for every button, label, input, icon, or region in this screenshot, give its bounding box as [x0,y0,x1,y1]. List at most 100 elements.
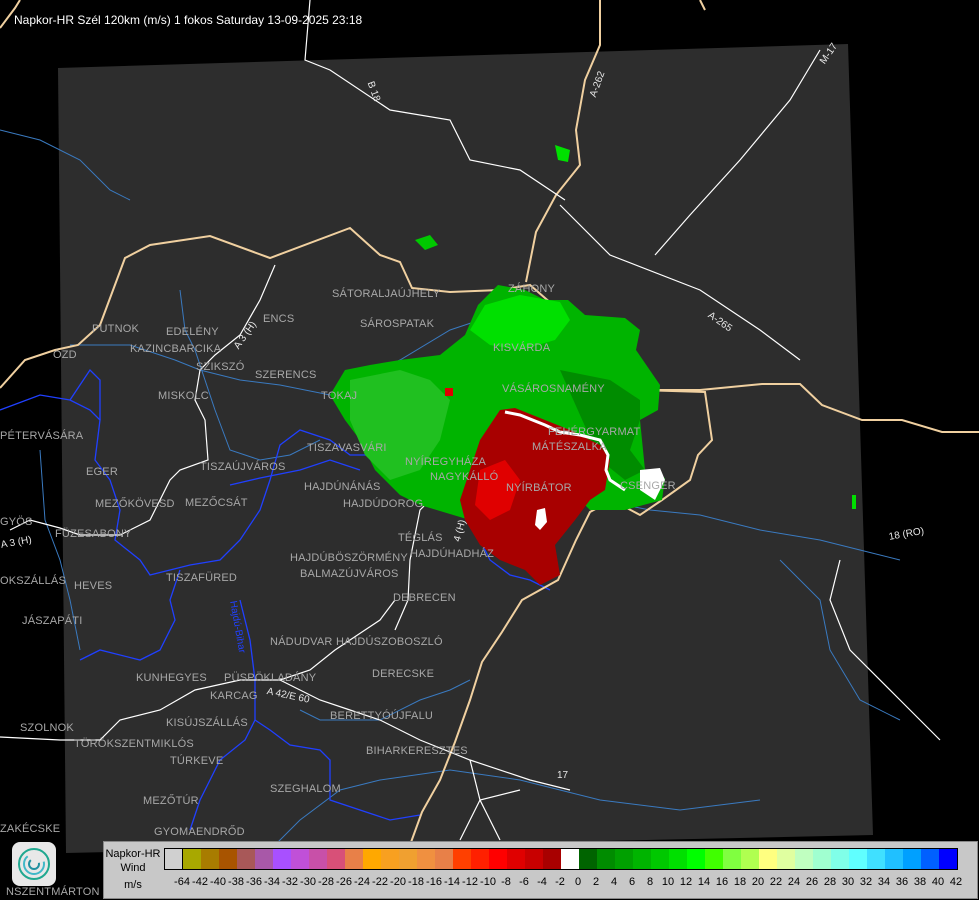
legend-color-cell [345,849,363,869]
legend-tick-label: -8 [501,876,511,888]
city-label: ZÁHONY [508,283,556,295]
city-label: TISZAÚJVÁROS [200,461,286,473]
legend-tick-label: 24 [787,876,801,888]
city-label: ZAKÉCSKE [0,823,61,835]
city-label: PÜSPÖKLADÁNY [224,672,317,684]
legend-color-cell [921,849,939,869]
city-label: MEZŐKÖVESD [95,498,175,510]
legend-tick-label: 10 [661,876,675,888]
legend-tick-label: 6 [628,876,636,888]
legend-tick-label: -26 [336,876,352,888]
city-label: SÁROSPATAK [360,318,435,330]
legend-tick-label: 32 [859,876,873,888]
city-label: TOKAJ [321,390,358,402]
legend-color-cell [525,849,543,869]
legend-color-cell [201,849,219,869]
city-label: OKSZÁLLÁS [0,575,66,587]
legend-tick-label: -10 [480,876,496,888]
city-label: MISKOLC [158,390,209,402]
legend-color-cell [867,849,885,869]
legend-color-cell [471,849,489,869]
legend-tick-label: -36 [246,876,262,888]
city-label: NYÍRBÁTOR [506,482,572,494]
legend-unit: m/s [124,879,142,891]
city-label: VÁSÁROSNAMÉNY [502,383,605,395]
city-label: EDELÉNY [166,326,219,338]
legend-tick-label: 38 [913,876,927,888]
legend-tick-label: -28 [318,876,334,888]
city-label: KISÚJSZÁLLÁS [166,717,248,729]
city-label: SZERENCS [255,369,317,381]
color-legend: Napkor-HR Wind m/s -64 -42 -40 -38 -36 -34 -32… [103,841,978,899]
city-label: BALMAZÚJVÁROS [300,568,399,580]
legend-tick-label: 14 [697,876,711,888]
legend-tick-label: 28 [823,876,837,888]
legend-tick-label: -32 [282,876,298,888]
legend-tick-label: -12 [462,876,478,888]
city-label: GYÖS [0,516,33,528]
legend-tick-label: 30 [841,876,855,888]
city-label: FEHÉRGYARMAT [548,426,641,438]
echo-green-north [415,235,438,250]
legend-tick-label: 26 [805,876,819,888]
legend-color-cell [507,849,525,869]
legend-tick-label: -24 [354,876,370,888]
echo-red-outer [460,408,610,585]
echo-green-left [350,370,450,480]
echo-green-bright [470,295,570,350]
napkor-logo [12,842,56,886]
legend-color-cell [291,849,309,869]
legend-tick-label: -14 [444,876,460,888]
city-label: TÉGLÁS [398,532,443,544]
legend-tick-label: -4 [537,876,547,888]
legend-tick-label: -40 [210,876,226,888]
legend-color-cell [723,849,741,869]
city-label: HAJDÚHADHÁZ [410,548,495,560]
city-label: CSENGER [620,480,676,492]
legend-tick-label: 2 [592,876,600,888]
echo-red-speck [445,388,453,396]
legend-tick-label: 0 [574,876,582,888]
legend-tick-label: 40 [931,876,945,888]
city-label: NSZENTMÁRTON [6,886,100,898]
legend-color-cell [759,849,777,869]
legend-color-scale [182,848,958,870]
city-label: HAJDÚBÖSZÖRMÉNY [290,552,408,564]
legend-color-cell [453,849,471,869]
legend-tick-label: -2 [555,876,565,888]
city-label: TÖRÖKSZENTMIKLÓS [74,738,194,750]
legend-color-cell [381,849,399,869]
legend-title-line2: Wind [120,862,146,874]
legend-tick-label: 8 [646,876,654,888]
city-label: FÜZESABONY [55,528,132,540]
legend-color-cell [399,849,417,869]
city-label: GYOMAENDRŐD [154,826,245,838]
city-label: EGER [86,466,118,478]
legend-tick-label: -38 [228,876,244,888]
legend-color-cell [435,849,453,869]
legend-tick-label: -30 [300,876,316,888]
city-label: MEZŐCSÁT [185,497,248,509]
legend-color-cell [741,849,759,869]
city-label: MEZŐTÚR [143,795,199,807]
legend-tick-label: 18 [733,876,747,888]
city-label: HAJDÚDOROG [343,498,424,510]
legend-tick-label: -20 [390,876,406,888]
city-label: SZOLNOK [20,722,74,734]
legend-color-cell [309,849,327,869]
city-label: DERECSKE [372,668,435,680]
legend-title-line1: Napkor-HR [105,848,161,860]
echo-white-east [640,468,665,500]
echo-white-edge [504,410,626,492]
legend-tick-label: 16 [715,876,729,888]
legend-color-cell [669,849,687,869]
legend-tick-label: -18 [408,876,424,888]
legend-color-cell [597,849,615,869]
city-label: SZIKSZÓ [196,361,245,373]
legend-color-cell [219,849,237,869]
city-label: NÁDUDVAR [270,636,333,648]
legend-color-cell [273,849,291,869]
legend-color-cell [417,849,435,869]
legend-color-cell [255,849,273,869]
roads [0,0,941,841]
